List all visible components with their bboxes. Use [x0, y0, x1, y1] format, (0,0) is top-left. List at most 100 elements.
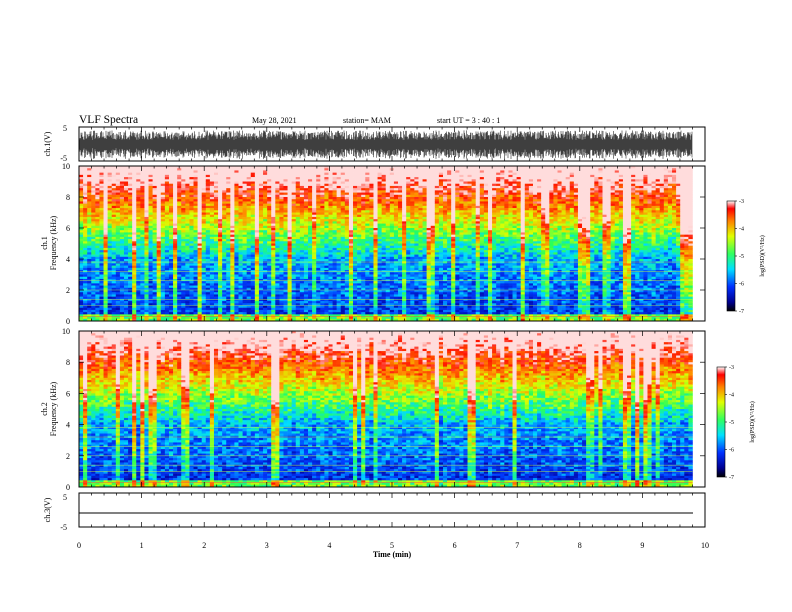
spectrogram-cell	[238, 316, 243, 320]
spectrogram-cell	[209, 303, 215, 306]
spectrogram-cell	[91, 256, 96, 260]
spectrogram-cell	[173, 254, 178, 258]
spectrogram-cell	[344, 312, 350, 315]
spectrogram-cell	[258, 177, 264, 180]
spectrogram-cell	[275, 281, 280, 284]
spectrogram-cell	[218, 221, 223, 224]
spectrogram-cell	[246, 190, 252, 193]
spectrogram-cell	[344, 296, 350, 300]
spectrogram-cell	[218, 219, 223, 222]
spectrogram-cell	[83, 179, 88, 182]
spectrogram-cell	[197, 185, 202, 189]
spectrogram-cell	[189, 292, 194, 295]
spectrogram-cell	[193, 305, 198, 309]
spectrogram-cell	[213, 236, 219, 240]
spectrogram-cell	[336, 219, 342, 222]
spectrogram-cell	[173, 225, 178, 229]
spectrogram-cell	[357, 181, 362, 185]
spectrogram-cell	[308, 234, 313, 238]
spectrogram-cell	[209, 194, 215, 198]
spectrogram-cell	[254, 278, 260, 282]
spectrogram-cell	[258, 170, 264, 173]
spectrogram-cell	[357, 236, 362, 240]
spectrogram-cell	[209, 181, 215, 185]
spectrogram-cell	[246, 214, 252, 218]
spectrogram-cell	[287, 228, 292, 231]
spectrogram-cell	[79, 259, 84, 262]
spectrogram-cell	[140, 208, 145, 211]
spectrogram-cell	[312, 177, 317, 180]
spectrogram-cell	[193, 192, 198, 196]
spectrogram-cell	[119, 197, 125, 200]
spectrogram-cell	[99, 272, 104, 275]
spectrogram-cell	[119, 252, 125, 255]
spectrogram-cell	[209, 192, 215, 196]
spectrogram-cell	[340, 212, 346, 216]
spectrogram-cell	[234, 243, 239, 247]
spectrogram-cell	[246, 179, 252, 182]
spectrogram-cell	[230, 265, 235, 269]
spectrogram-cell	[312, 292, 317, 295]
spectrogram-cell	[103, 223, 108, 227]
spectrogram-cell	[115, 208, 121, 211]
spectrogram-cell	[332, 228, 337, 231]
spectrogram-cell	[87, 276, 92, 280]
spectrogram-cell	[218, 267, 223, 271]
spectrogram-cell	[340, 234, 346, 238]
spectrogram-cell	[324, 252, 329, 255]
spectrogram-cell	[103, 292, 108, 295]
spectrogram-cell	[361, 168, 366, 171]
spectrogram-cell	[140, 296, 145, 300]
spectrogram-cell	[279, 239, 284, 242]
spectrogram-cell	[254, 210, 260, 213]
spectrogram-cell	[132, 274, 137, 278]
spectrogram-cell	[185, 179, 190, 182]
spectrogram-cell	[258, 201, 264, 204]
spectrogram-cell	[115, 298, 121, 302]
spectrogram-cell	[320, 205, 325, 209]
spectrogram-cell	[287, 296, 292, 300]
spectrogram-cell	[115, 172, 121, 176]
spectrogram-cell	[209, 296, 215, 300]
spectrogram-cell	[91, 190, 96, 193]
spectrogram-cell	[209, 168, 215, 171]
spectrogram-cell	[128, 261, 133, 264]
spectrogram-cell	[263, 197, 268, 200]
spectrogram-cell	[136, 318, 141, 322]
spectrogram-cell	[197, 188, 202, 191]
spectrogram-cell	[144, 254, 149, 258]
spectrogram-cell	[283, 228, 288, 231]
spectrogram-cell	[95, 274, 100, 278]
spectrogram-cell	[91, 185, 96, 189]
spectrogram-cell	[218, 199, 223, 202]
spectrogram-cell	[99, 183, 104, 187]
spectrogram-cell	[230, 212, 235, 216]
spectrogram-cell	[357, 208, 362, 211]
spectrogram-cell	[115, 210, 121, 213]
spectrogram-cell	[189, 265, 194, 269]
spectrogram-cell	[275, 276, 280, 280]
spectrogram-cell	[83, 276, 88, 280]
spectrogram-cell	[242, 212, 247, 216]
spectrogram-cell	[218, 247, 223, 251]
spectrogram-cell	[189, 272, 194, 275]
spectrogram-cell	[83, 225, 88, 229]
spectrogram-cell	[291, 243, 297, 247]
spectrogram-cell	[340, 298, 346, 302]
spectrogram-cell	[353, 223, 358, 227]
spectrogram-cell	[91, 236, 96, 240]
spectrogram-cell	[160, 301, 166, 304]
spectrogram-cell	[119, 236, 125, 240]
spectrogram-cell	[279, 181, 284, 185]
spectrogram-cell	[316, 265, 321, 269]
spectrogram-cell	[254, 239, 260, 242]
spectrogram-cell	[250, 181, 256, 185]
spectrogram-cell	[332, 283, 337, 286]
spectrogram-cell	[222, 307, 227, 311]
spectrogram-cell	[246, 254, 252, 258]
spectrogram-cell	[295, 276, 301, 280]
spectrogram-cell	[340, 265, 346, 269]
spectrogram-cell	[328, 285, 333, 289]
spectrogram-cell	[357, 185, 362, 189]
spectrogram-cell	[99, 256, 104, 260]
